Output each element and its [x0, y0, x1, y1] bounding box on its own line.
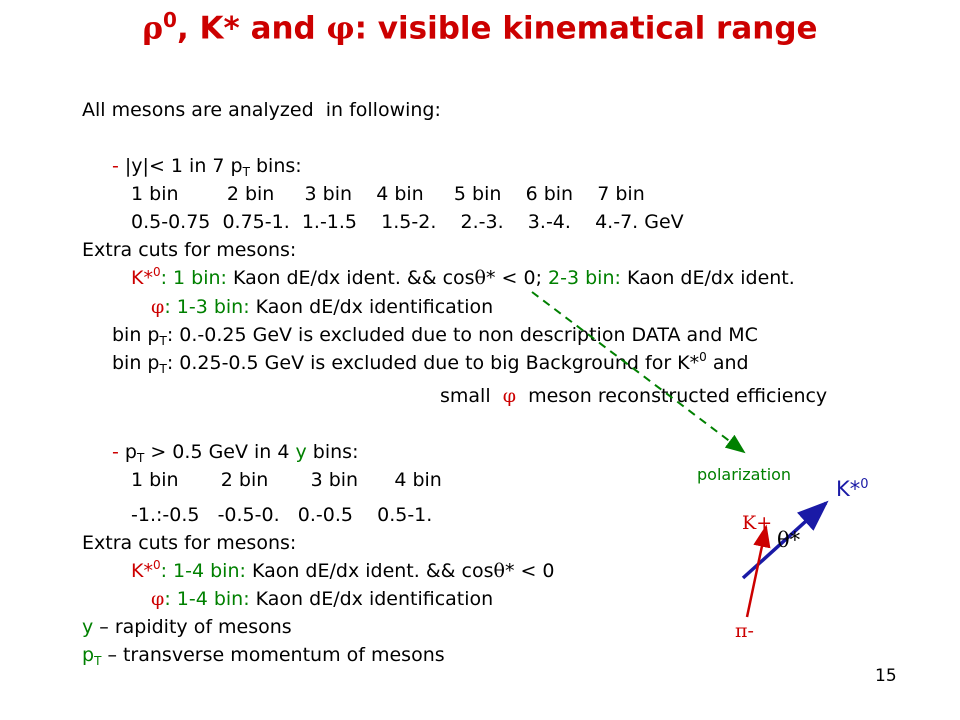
extra-cuts-heading: Extra cuts for mesons: [82, 239, 297, 261]
pt-exclusion-1: bin pT: 0.-0.25 GeV is excluded due to n… [112, 324, 758, 348]
slide-number: 15 [875, 666, 897, 686]
kstar-cut-line-2: K*0: 1-4 bin: Kaon dE/dx ident. && cosθ*… [131, 558, 555, 582]
kaon-pion-line [745, 524, 771, 618]
pt-definition: pT – transverse momentum of mesons [82, 644, 445, 668]
pt-exclusion-2: bin pT: 0.25-0.5 GeV is excluded due to … [112, 350, 749, 376]
rapidity-definition: y – rapidity of mesons [82, 616, 292, 638]
kstar-label: K*0 [836, 477, 869, 501]
efficiency-note: small φ meson reconstructed efficiency [440, 385, 828, 407]
y-bin-ranges: -1.:-0.5 -0.5-0. 0.-0.5 0.5-1. [131, 504, 433, 526]
extra-cuts-heading-2: Extra cuts for mesons: [82, 532, 297, 554]
slide-title: ρ0, K* and φ: visible kinematical range [142, 8, 818, 47]
pt-condition: - pT > 0.5 GeV in 4 y bins: [112, 441, 359, 465]
theta-star-label: θ* [777, 528, 801, 552]
pt-bin-labels: 1 bin 2 bin 3 bin 4 bin 5 bin 6 bin 7 bi… [131, 183, 645, 205]
piminus-label: π- [735, 620, 754, 642]
rapidity-condition: - |y|< 1 in 7 pT bins: [112, 155, 302, 179]
kstar-cut-line: K*0: 1 bin: Kaon dE/dx ident. && cosθ* <… [131, 265, 795, 289]
phi-cut-line-2: φ: 1-4 bin: Kaon dE/dx identification [151, 588, 494, 610]
kplus-label: K+ [742, 512, 773, 534]
pt-bin-ranges: 0.5-0.75 0.75-1. 1.-1.5 1.5-2. 2.-3. 3.-… [131, 211, 684, 233]
polarization-label: polarization [697, 465, 792, 484]
phi-cut-line: φ: 1-3 bin: Kaon dE/dx identification [151, 296, 494, 318]
y-bin-labels: 1 bin 2 bin 3 bin 4 bin [131, 469, 442, 491]
intro-text: All mesons are analyzed in following: [82, 99, 441, 121]
